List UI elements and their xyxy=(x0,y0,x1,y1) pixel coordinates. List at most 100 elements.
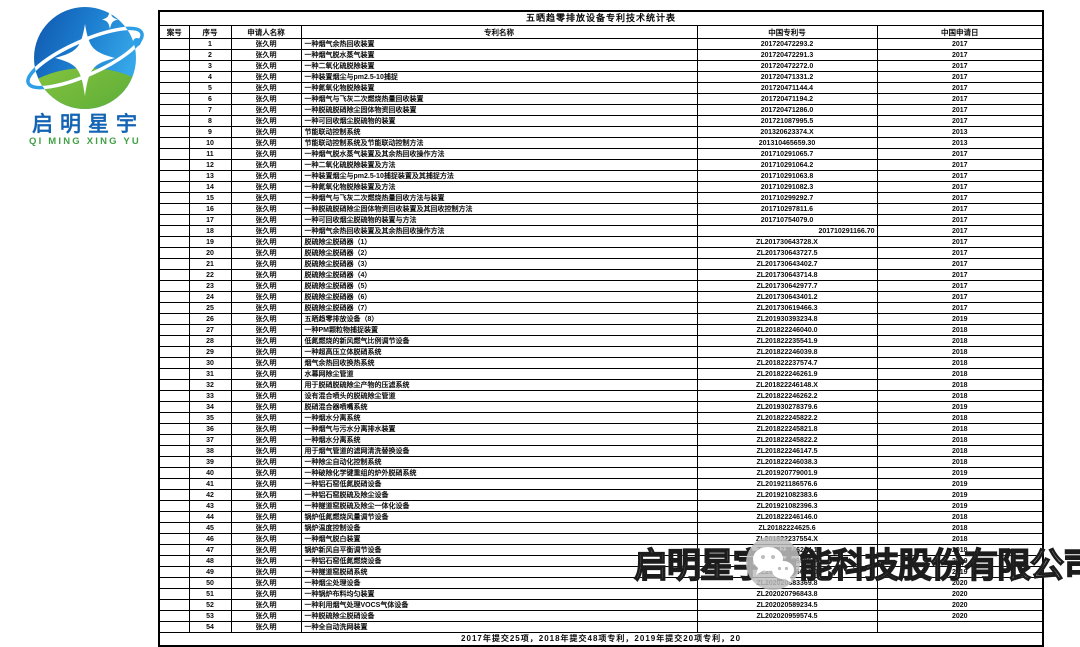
seq-cell: 26 xyxy=(188,313,232,325)
table-row: 22 张久明 脱硫除尘脱硝器（4） ZL201730643714.8 2017 xyxy=(158,269,1044,281)
applicant-cell: 张久明 xyxy=(230,49,302,61)
patent-name-cell: 脱硝混合器喷嘴系统 xyxy=(300,401,698,413)
case-cell xyxy=(158,445,190,457)
case-cell xyxy=(158,566,190,578)
seq-cell: 11 xyxy=(188,148,232,160)
header-apply-date: 中国申请日 xyxy=(876,25,1044,39)
date-cell: 2017 xyxy=(876,247,1044,259)
seq-cell: 8 xyxy=(188,115,232,127)
seq-cell: 39 xyxy=(188,456,232,468)
date-cell: 2018 xyxy=(876,522,1044,534)
table-row: 29 张久明 一种超高压立体脱硝系统 ZL201822246039.8 2018 xyxy=(158,346,1044,358)
patent-name-cell: 一种破除化学键重组的炉外脱硝系统 xyxy=(300,467,698,479)
patent-name-cell: 低氮燃烧的新风燃气比例调节设备 xyxy=(300,335,698,347)
patent-name-cell: 一种脱硫脱硝除尘固体物资回收装置 xyxy=(300,104,698,116)
table-row: 32 张久明 用于脱硝脱硫除尘产物的压滤系统 ZL201822246148.X 2018 xyxy=(158,379,1044,391)
seq-cell: 18 xyxy=(188,225,232,237)
applicant-cell: 张久明 xyxy=(230,434,302,446)
date-cell: 2018 xyxy=(876,346,1044,358)
applicant-cell: 张久明 xyxy=(230,621,302,633)
date-cell: 2018 xyxy=(876,434,1044,446)
patent-name-cell: 一种装置烟尘与pm2.5-10捕捉装置及其捕捉方法 xyxy=(300,170,698,182)
patent-name-cell: 一种隧道窑脱硫及除尘一体化设备 xyxy=(300,500,698,512)
applicant-cell: 张久明 xyxy=(230,313,302,325)
patent-no-cell: ZL201730643401.2 xyxy=(696,291,878,303)
seq-cell: 38 xyxy=(188,445,232,457)
applicant-cell: 张久明 xyxy=(230,346,302,358)
table-row: 34 张久明 脱硝混合器喷嘴系统 ZL201930278379.6 2019 xyxy=(158,401,1044,413)
seq-cell: 45 xyxy=(188,522,232,534)
date-cell: 2018 xyxy=(876,456,1044,468)
seq-cell: 5 xyxy=(188,82,232,94)
seq-cell: 28 xyxy=(188,335,232,347)
table-row: 8 张久明 一种可回收烟尘脱硫物的装置 201721087995.5 2017 xyxy=(158,115,1044,127)
case-cell xyxy=(158,71,190,83)
case-cell xyxy=(158,126,190,138)
seq-cell: 29 xyxy=(188,346,232,358)
seq-cell: 20 xyxy=(188,247,232,259)
patent-name-cell: 一种氮氧化物脱除装置 xyxy=(300,82,698,94)
date-cell: 2018 xyxy=(876,412,1044,424)
applicant-cell: 张久明 xyxy=(230,148,302,160)
patent-name-cell: 一种烟水分离系统 xyxy=(300,434,698,446)
seq-cell: 46 xyxy=(188,533,232,545)
table-row: 7 张久明 一种脱硫脱硝除尘固体物资回收装置 201720471286.0 2017 xyxy=(158,104,1044,116)
case-cell xyxy=(158,159,190,171)
company-logo: 启明星宇 QI MING XING YU xyxy=(12,4,158,147)
table-footer-row: 2017年提交25项，2018年提交48项专利，2019年提交20项专利，20 xyxy=(158,632,1044,647)
applicant-cell: 张久明 xyxy=(230,390,302,402)
patent-name-cell: 一种脱硫除尘脱硝设备 xyxy=(300,610,698,622)
date-cell: 2017 xyxy=(876,302,1044,314)
header-patent-no: 中国专利号 xyxy=(696,25,878,39)
patent-name-cell: 脱硫除尘脱硝器（1） xyxy=(300,236,698,248)
applicant-cell: 张久明 xyxy=(230,489,302,501)
applicant-cell: 张久明 xyxy=(230,192,302,204)
seq-cell: 10 xyxy=(188,137,232,149)
header-patent-name: 专利名称 xyxy=(300,25,698,39)
patent-no-cell: 201721087995.5 xyxy=(696,115,878,127)
case-cell xyxy=(158,170,190,182)
applicant-cell: 张久明 xyxy=(230,258,302,270)
applicant-cell: 张久明 xyxy=(230,566,302,578)
patent-no-cell: 201710299292.7 xyxy=(696,192,878,204)
patent-name-cell: 一种超高压立体脱硝系统 xyxy=(300,346,698,358)
case-cell xyxy=(158,269,190,281)
patent-name-cell: 脱硫除尘脱硝器（2） xyxy=(300,247,698,259)
case-cell xyxy=(158,280,190,292)
date-cell: 2019 xyxy=(876,489,1044,501)
seq-cell: 2 xyxy=(188,49,232,61)
date-cell: 2017 xyxy=(876,280,1044,292)
table-row: 14 张久明 一种氮氧化物脱除装置及方法 201710291082.3 2017 xyxy=(158,181,1044,193)
patent-name-cell: 一种铝石窑低氮脱硝设备 xyxy=(300,478,698,490)
case-cell xyxy=(158,489,190,501)
patent-no-cell: ZL201730643402.7 xyxy=(696,258,878,270)
patent-name-cell: 一种烟气与污水分离排水装置 xyxy=(300,423,698,435)
seq-cell: 37 xyxy=(188,434,232,446)
seq-cell: 35 xyxy=(188,412,232,424)
table-row: 44 张久明 锅炉低氮燃烧风量调节设备 ZL201822246146.0 2018 xyxy=(158,511,1044,523)
applicant-cell: 张久明 xyxy=(230,588,302,600)
case-cell xyxy=(158,533,190,545)
case-cell xyxy=(158,434,190,446)
patent-name-cell: 一种烟气与飞灰二次燃烧热量回收装置 xyxy=(300,93,698,105)
patent-name-cell: 五晒趋零排放设备（8） xyxy=(300,313,698,325)
applicant-cell: 张久明 xyxy=(230,456,302,468)
table-row: 36 张久明 一种烟气与污水分离排水装置 ZL201822245821.8 2018 xyxy=(158,423,1044,435)
case-cell xyxy=(158,346,190,358)
date-cell: 2017 xyxy=(876,291,1044,303)
patent-no-cell: ZL201730643728.X xyxy=(696,236,878,248)
date-cell: 2019 xyxy=(876,478,1044,490)
table-title: 五晒趋零排放设备专利技术统计表 xyxy=(158,10,1044,26)
table-row: 43 张久明 一种隧道窑脱硫及除尘一体化设备 ZL201921082396.3 2019 xyxy=(158,500,1044,512)
applicant-cell: 张久明 xyxy=(230,368,302,380)
table-row: 9 张久明 节能联动控制系统 201320623374.X 2013 xyxy=(158,126,1044,138)
table-row: 24 张久明 脱硫除尘脱硝器（6） ZL201730643401.2 2017 xyxy=(158,291,1044,303)
table-row: 16 张久明 一种脱硫脱硝除尘固体物资回收装置及其回收控制方法 20171029781… xyxy=(158,203,1044,215)
patent-no-cell: ZL201730643714.8 xyxy=(696,269,878,281)
case-cell xyxy=(158,38,190,50)
case-cell xyxy=(158,214,190,226)
patent-no-cell: 201710291166.70 xyxy=(696,225,878,237)
seq-cell: 25 xyxy=(188,302,232,314)
table-row: 37 张久明 一种烟水分离系统 ZL201822245822.2 2018 xyxy=(158,434,1044,446)
seq-cell: 7 xyxy=(188,104,232,116)
